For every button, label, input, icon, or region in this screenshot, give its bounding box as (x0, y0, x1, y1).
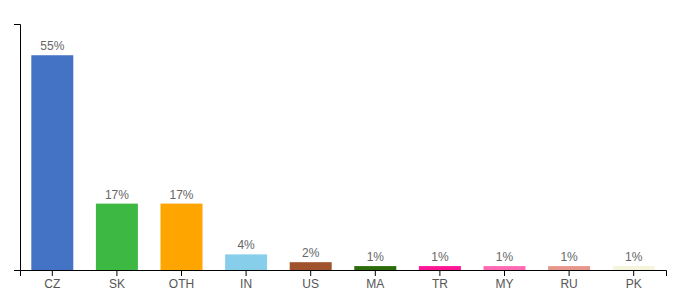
bar (225, 254, 267, 270)
x-tick-mark (375, 270, 376, 276)
x-tick: IN (240, 270, 252, 291)
x-tick-mark (633, 270, 634, 276)
y-axis (14, 25, 21, 271)
x-axis-line (21, 271, 667, 277)
x-tick-mark (504, 270, 505, 276)
data-label: 2% (302, 246, 320, 260)
data-label: 1% (496, 250, 514, 264)
x-tick-label: SK (109, 277, 125, 291)
data-label: 17% (169, 188, 193, 202)
chart-svg: CZ SK OTH IN US MA TR MY RU PK 55% 17% 17% 4% 2% 1% 1% 1%… (0, 0, 680, 300)
x-tick-mark (310, 270, 311, 276)
bar (96, 204, 138, 270)
x-tick-mark (116, 270, 117, 276)
bar (548, 266, 590, 270)
x-tick-mark (52, 270, 53, 276)
bar (419, 266, 461, 270)
x-tick: US (302, 270, 319, 291)
plot: CZ SK OTH IN US MA TR MY RU PK 55% 17% 17% 4% 2% 1% 1% 1%… (14, 25, 667, 291)
x-axis: CZ SK OTH IN US MA TR MY RU PK (21, 270, 667, 291)
chart-container: CZ SK OTH IN US MA TR MY RU PK 55% 17% 17% 4% 2% 1% 1% 1%… (0, 0, 680, 300)
data-label: 1% (367, 250, 385, 264)
bar (354, 266, 396, 270)
x-tick-mark (181, 270, 182, 276)
x-tick: MY (496, 270, 514, 291)
bars (31, 55, 654, 270)
x-tick-label: MY (496, 277, 514, 291)
x-tick: CZ (44, 270, 60, 291)
x-tick: TR (432, 270, 448, 291)
data-label: 55% (40, 39, 64, 53)
data-label: 4% (237, 238, 255, 252)
x-tick-label: IN (240, 277, 252, 291)
data-labels: 55% 17% 17% 4% 2% 1% 1% 1% 1% 1% (40, 39, 642, 264)
x-tick: MA (366, 270, 384, 291)
x-tick-label: TR (432, 277, 448, 291)
x-tick-label: OTH (169, 277, 194, 291)
data-label: 1% (625, 250, 643, 264)
bar (613, 266, 655, 270)
x-tick-label: PK (626, 277, 642, 291)
x-tick-label: US (302, 277, 319, 291)
data-label: 1% (431, 250, 449, 264)
x-tick-mark (246, 270, 247, 276)
bar (31, 55, 73, 270)
x-tick-mark (439, 270, 440, 276)
bar (161, 204, 203, 270)
y-axis-line (14, 25, 21, 271)
data-label: 1% (560, 250, 578, 264)
bar (290, 262, 332, 270)
x-tick: PK (626, 270, 642, 291)
data-label: 17% (105, 188, 129, 202)
x-tick: OTH (169, 270, 194, 291)
x-tick-label: CZ (44, 277, 60, 291)
x-tick-mark (569, 270, 570, 276)
bar (484, 266, 526, 270)
x-tick-label: RU (560, 277, 577, 291)
x-tick-label: MA (366, 277, 384, 291)
x-tick: RU (560, 270, 577, 291)
x-tick: SK (109, 270, 125, 291)
